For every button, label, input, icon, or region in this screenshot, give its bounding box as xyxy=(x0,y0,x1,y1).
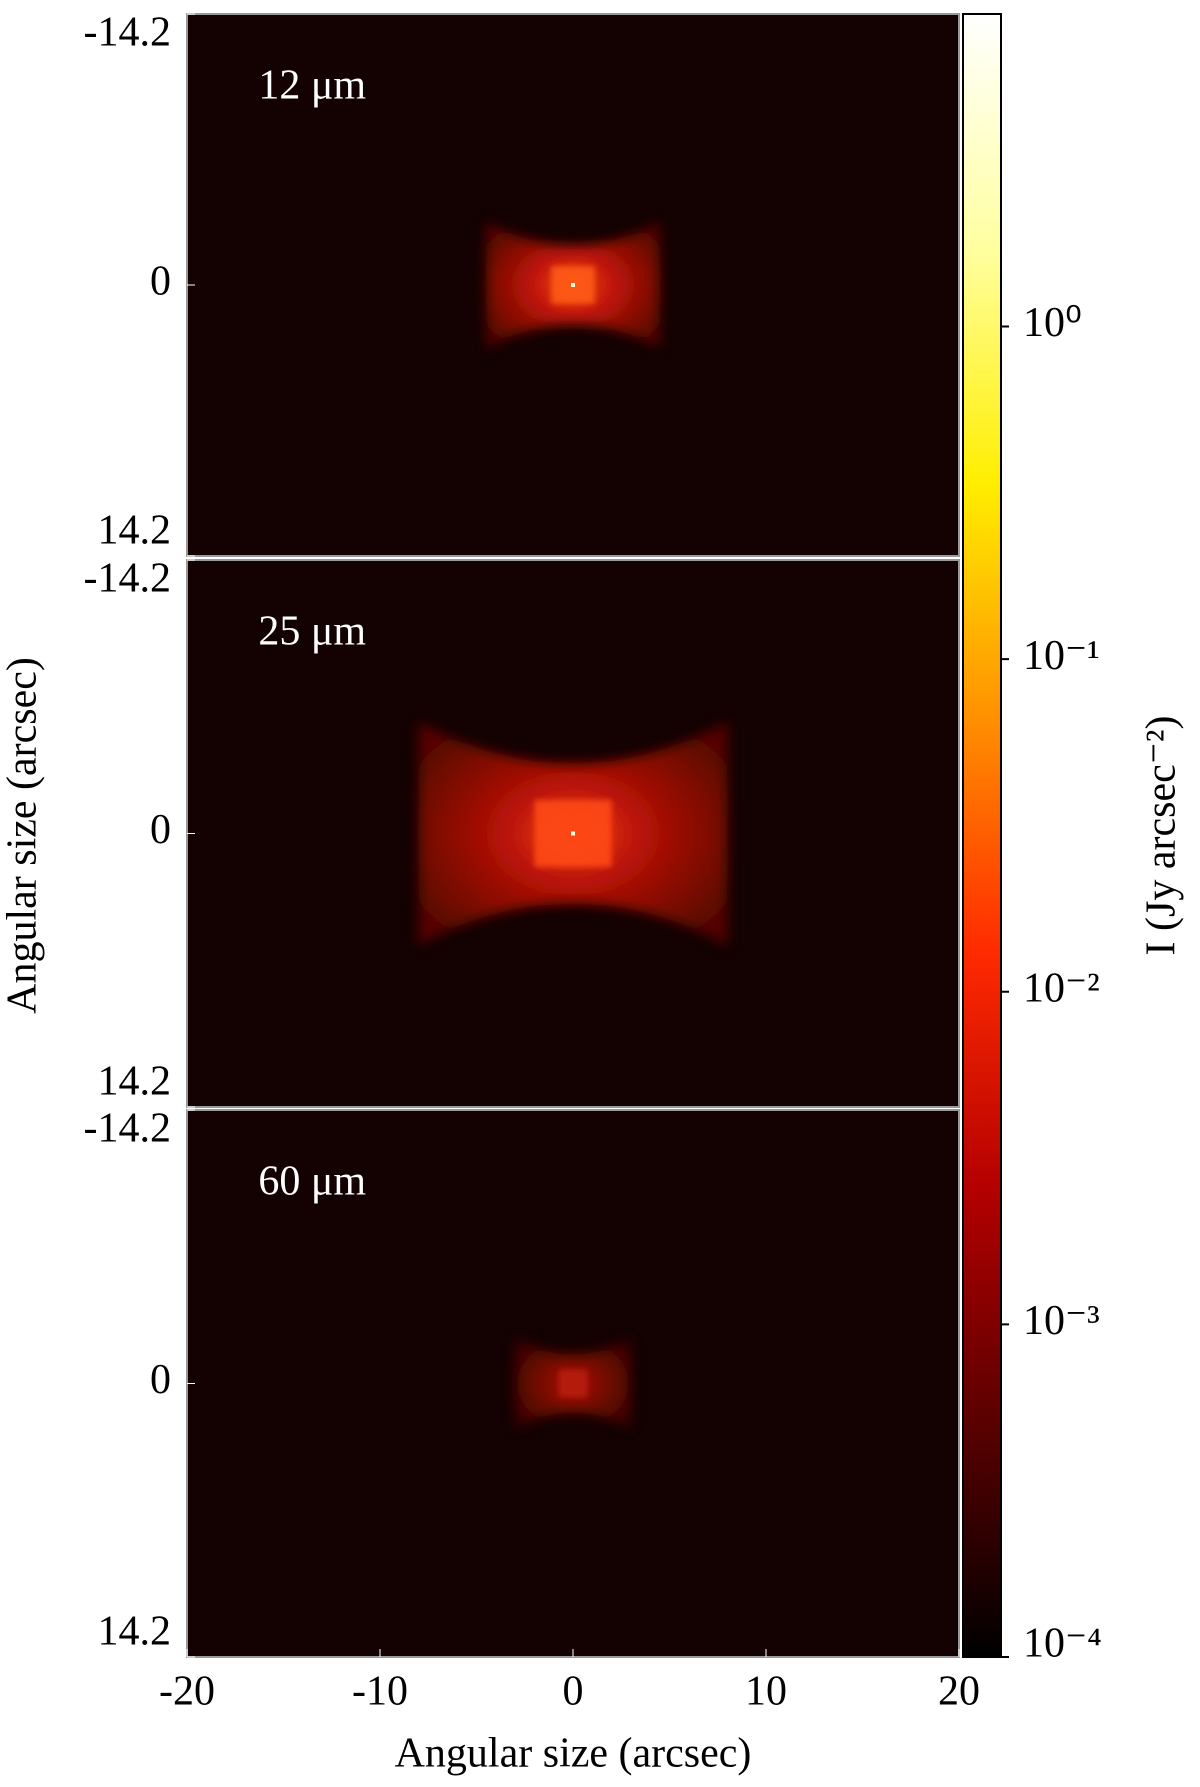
y-tick-label: 14.2 xyxy=(98,1609,172,1655)
panel-label: 25 μm xyxy=(258,609,366,655)
nebula-core xyxy=(558,1369,588,1398)
x-tick-label: -20 xyxy=(159,1669,215,1715)
panel-label: 12 μm xyxy=(258,63,366,109)
panel-label: 60 μm xyxy=(258,1159,366,1205)
y-tick-label: -14.2 xyxy=(84,10,172,56)
x-axis-label: Angular size (arcsec) xyxy=(395,1731,752,1777)
central-star xyxy=(571,831,575,836)
x-tick-label: 20 xyxy=(938,1669,980,1715)
x-tick-label: 10 xyxy=(745,1669,787,1715)
colorbar-label: I (Jy arcsec⁻²) xyxy=(1139,716,1185,956)
x-tick-label: -10 xyxy=(352,1669,408,1715)
colorbar-tick-label: 10⁰ xyxy=(1023,300,1082,346)
y-axis-label: Angular size (arcsec) xyxy=(0,657,46,1014)
y-tick-label: 14.2 xyxy=(98,508,172,554)
y-tick-label: -14.2 xyxy=(84,556,172,602)
colorbar-tick-label: 10⁻⁴ xyxy=(1023,1621,1102,1667)
y-tick-label: 0 xyxy=(150,1357,171,1403)
y-tick-label: -14.2 xyxy=(84,1106,172,1152)
colorbar xyxy=(962,13,1002,1658)
colorbar-tick-label: 10⁻³ xyxy=(1023,1298,1100,1344)
central-star xyxy=(571,283,575,287)
x-tick-label: 0 xyxy=(563,1669,584,1715)
colorbar-tick-label: 10⁻² xyxy=(1023,965,1100,1011)
y-tick-label: 0 xyxy=(150,807,171,853)
y-tick-label: 0 xyxy=(150,259,171,305)
y-tick-label: 14.2 xyxy=(98,1059,172,1105)
colorbar-tick-label: 10⁻¹ xyxy=(1023,633,1100,679)
